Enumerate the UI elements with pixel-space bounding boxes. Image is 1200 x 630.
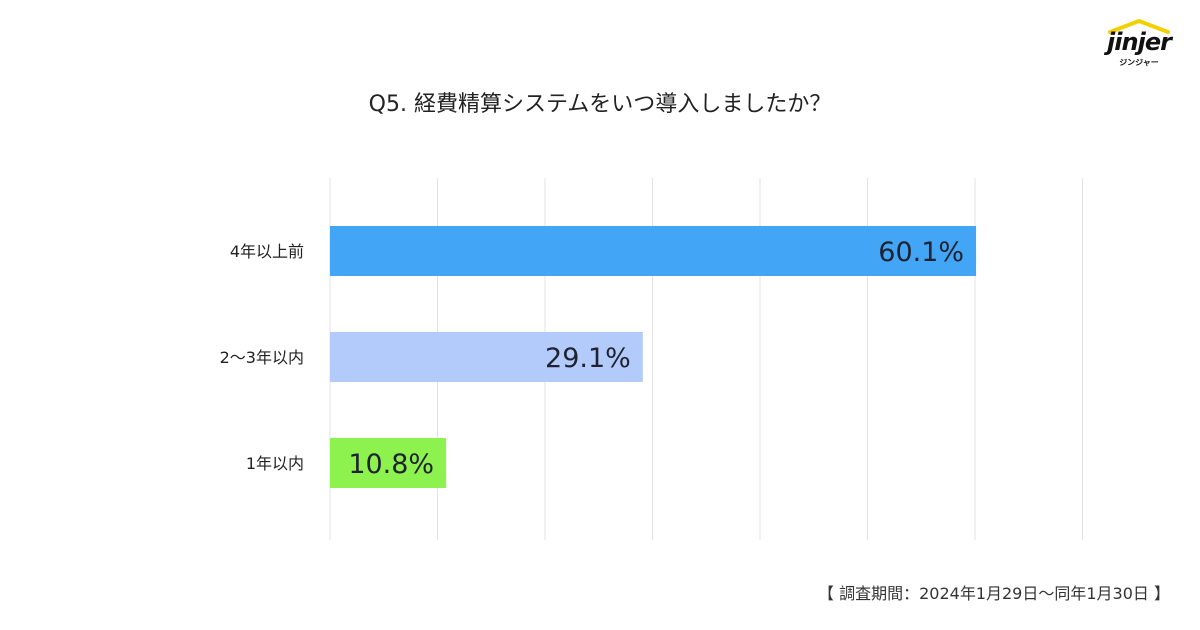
bar (330, 226, 977, 276)
bar (330, 438, 447, 488)
logo-subtext: ジンジャー (1119, 58, 1159, 67)
value-label: 10.8% (348, 449, 434, 480)
value-labels: 60.1% 29.1% 10.8% (348, 237, 964, 480)
logo-wordmark: jinjer (1107, 28, 1172, 56)
chart-title: Q5. 経費精算システムをいつ導入しましたか？ (368, 92, 832, 117)
bar (330, 332, 643, 382)
category-label: 4年以上前 (230, 242, 304, 261)
value-label: 60.1% (878, 237, 964, 268)
survey-period-note: 【 調査期間：2024年1月29日〜同年1月30日 】 (818, 584, 1170, 603)
logo-roof-icon (1108, 19, 1170, 34)
value-label: 29.1% (545, 343, 631, 374)
bars (330, 226, 977, 488)
category-label: 1年以内 (246, 454, 304, 473)
jinjer-logo: jinjer ジンジャー (1094, 18, 1184, 70)
category-labels: 4年以上前 2〜3年以内 1年以内 (220, 242, 304, 473)
logo-roof-stroke (1108, 19, 1170, 34)
category-label: 2〜3年以内 (220, 348, 304, 367)
